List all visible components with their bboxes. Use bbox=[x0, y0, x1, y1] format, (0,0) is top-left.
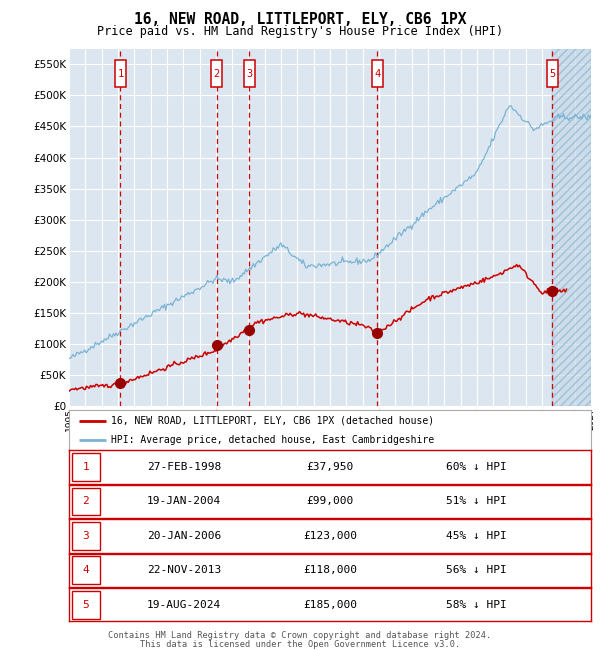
Text: 2: 2 bbox=[214, 69, 220, 79]
Text: 20-JAN-2006: 20-JAN-2006 bbox=[147, 531, 221, 541]
Text: 51% ↓ HPI: 51% ↓ HPI bbox=[446, 497, 506, 506]
Text: 16, NEW ROAD, LITTLEPORT, ELY, CB6 1PX (detached house): 16, NEW ROAD, LITTLEPORT, ELY, CB6 1PX (… bbox=[111, 416, 434, 426]
Text: Price paid vs. HM Land Registry's House Price Index (HPI): Price paid vs. HM Land Registry's House … bbox=[97, 25, 503, 38]
Text: 5: 5 bbox=[83, 600, 89, 610]
Text: 60% ↓ HPI: 60% ↓ HPI bbox=[446, 462, 506, 472]
Text: £118,000: £118,000 bbox=[303, 566, 357, 575]
Text: £37,950: £37,950 bbox=[307, 462, 353, 472]
Text: 3: 3 bbox=[246, 69, 253, 79]
Text: 22-NOV-2013: 22-NOV-2013 bbox=[147, 566, 221, 575]
Text: 19-AUG-2024: 19-AUG-2024 bbox=[147, 600, 221, 610]
FancyBboxPatch shape bbox=[71, 522, 100, 550]
FancyBboxPatch shape bbox=[71, 488, 100, 515]
Text: 45% ↓ HPI: 45% ↓ HPI bbox=[446, 531, 506, 541]
Text: £123,000: £123,000 bbox=[303, 531, 357, 541]
Text: 56% ↓ HPI: 56% ↓ HPI bbox=[446, 566, 506, 575]
FancyBboxPatch shape bbox=[71, 556, 100, 584]
FancyBboxPatch shape bbox=[71, 591, 100, 619]
FancyBboxPatch shape bbox=[547, 60, 558, 87]
Text: 3: 3 bbox=[83, 531, 89, 541]
Text: 4: 4 bbox=[374, 69, 380, 79]
Text: 5: 5 bbox=[549, 69, 556, 79]
Text: £185,000: £185,000 bbox=[303, 600, 357, 610]
FancyBboxPatch shape bbox=[371, 60, 383, 87]
Text: 4: 4 bbox=[83, 566, 89, 575]
Text: 27-FEB-1998: 27-FEB-1998 bbox=[147, 462, 221, 472]
FancyBboxPatch shape bbox=[244, 60, 255, 87]
Text: Contains HM Land Registry data © Crown copyright and database right 2024.: Contains HM Land Registry data © Crown c… bbox=[109, 631, 491, 640]
Text: 1: 1 bbox=[117, 69, 124, 79]
FancyBboxPatch shape bbox=[211, 60, 223, 87]
Text: £99,000: £99,000 bbox=[307, 497, 353, 506]
Text: This data is licensed under the Open Government Licence v3.0.: This data is licensed under the Open Gov… bbox=[140, 640, 460, 649]
FancyBboxPatch shape bbox=[115, 60, 126, 87]
Bar bbox=[553, 49, 591, 406]
Text: HPI: Average price, detached house, East Cambridgeshire: HPI: Average price, detached house, East… bbox=[111, 435, 434, 445]
FancyBboxPatch shape bbox=[71, 453, 100, 481]
Text: 1: 1 bbox=[83, 462, 89, 472]
Text: 19-JAN-2004: 19-JAN-2004 bbox=[147, 497, 221, 506]
Text: 58% ↓ HPI: 58% ↓ HPI bbox=[446, 600, 506, 610]
Text: 16, NEW ROAD, LITTLEPORT, ELY, CB6 1PX: 16, NEW ROAD, LITTLEPORT, ELY, CB6 1PX bbox=[134, 12, 466, 27]
Text: 2: 2 bbox=[83, 497, 89, 506]
